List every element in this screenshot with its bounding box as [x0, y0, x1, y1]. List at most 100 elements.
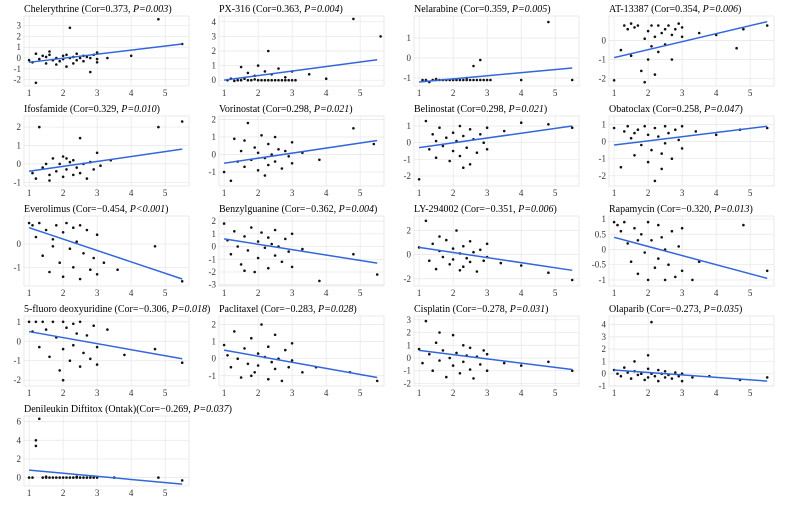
data-point — [677, 22, 680, 25]
data-point — [239, 149, 243, 153]
plot-area — [413, 115, 580, 187]
panel-title: Nelarabine (Cor=0.359, P=0.005) — [414, 4, 551, 15]
data-point — [643, 124, 646, 128]
data-point — [222, 343, 226, 347]
data-point — [619, 374, 623, 378]
data-point — [256, 151, 260, 155]
x-tick-label: 4 — [714, 388, 719, 398]
data-point — [123, 353, 126, 357]
data-point — [61, 320, 65, 324]
scatter-panel: Everolimus (Cor=−0.454, P<0.001) 1 2 3 4 5 -1 0 — [14, 204, 190, 298]
data-point — [643, 378, 646, 382]
data-point — [31, 224, 34, 227]
panel-title-part: Belinostat (Cor=0.298, — [414, 104, 509, 115]
data-point — [660, 167, 663, 171]
data-point — [650, 148, 653, 152]
data-point — [455, 229, 458, 232]
data-point — [222, 222, 226, 225]
data-point — [51, 245, 55, 248]
y-tick-label: 1 — [602, 356, 607, 366]
data-point — [714, 133, 718, 137]
scatter-panel: Denileukin Diftitox (Ontak)(Cor=−0.269, … — [17, 404, 233, 498]
data-point — [660, 31, 663, 35]
plot-area — [413, 315, 580, 387]
data-point — [102, 261, 106, 265]
x-tick-label: 5 — [553, 188, 558, 198]
panel-title-part: ) — [750, 204, 753, 215]
data-point — [263, 174, 267, 177]
data-point — [677, 374, 680, 378]
plot-area — [608, 115, 775, 187]
data-point — [153, 245, 157, 248]
x-tick-label: 1 — [27, 188, 32, 198]
data-point — [616, 372, 619, 376]
trend-line — [613, 236, 768, 280]
data-point — [458, 78, 462, 82]
data-point — [277, 148, 280, 151]
data-point — [462, 265, 465, 269]
data-point — [519, 264, 523, 267]
data-point — [657, 257, 660, 260]
data-point — [458, 124, 462, 128]
x-tick-label: 2 — [646, 288, 651, 298]
x-tick-label: 3 — [290, 288, 295, 298]
data-point — [233, 330, 236, 333]
data-point — [445, 136, 448, 139]
y-tick-label: 0 — [212, 354, 217, 364]
data-point — [180, 280, 184, 283]
data-point — [253, 146, 256, 149]
data-point — [61, 175, 65, 179]
data-point — [441, 255, 445, 259]
data-point — [95, 51, 99, 54]
data-point — [670, 229, 674, 233]
data-point — [95, 57, 99, 61]
panel-title-part: Obatoclax (Cor=0.258, — [609, 104, 704, 115]
x-tick-label: 3 — [95, 388, 100, 398]
x-tick-label: 3 — [680, 188, 685, 198]
data-point — [273, 254, 277, 257]
x-tick-label: 1 — [222, 388, 227, 398]
data-point — [434, 139, 438, 143]
data-point — [44, 328, 48, 331]
data-point — [301, 247, 304, 251]
y-tick-label: 0 — [407, 53, 412, 63]
data-point — [72, 226, 75, 229]
data-point — [547, 20, 550, 24]
plot-area — [608, 315, 775, 387]
data-point — [106, 56, 109, 60]
data-point — [663, 27, 667, 31]
x-tick-label: 1 — [27, 288, 32, 298]
data-point — [246, 71, 250, 75]
data-point — [61, 347, 65, 351]
data-point — [290, 265, 294, 269]
panel-title-part: P=0.013 — [713, 204, 749, 215]
data-point — [633, 360, 636, 363]
data-point — [462, 360, 465, 364]
panel-title-part: P=0.037 — [192, 404, 229, 415]
data-point — [243, 269, 246, 273]
data-point — [318, 279, 321, 283]
data-point — [92, 476, 95, 479]
y-tick-label: 4 — [212, 17, 217, 27]
y-tick-label: -1 — [404, 366, 412, 376]
data-point — [239, 78, 243, 82]
y-tick-label: -1 — [599, 275, 607, 285]
y-tick-label: -1 — [599, 154, 607, 164]
data-point — [267, 163, 270, 167]
data-point — [253, 78, 256, 81]
data-point — [375, 379, 379, 383]
scatter-panel: Vorinostat (Cor=0.298, P=0.021) 1 2 3 4 5 -1 0 1… — [209, 104, 385, 198]
data-point — [58, 369, 61, 372]
x-tick-label: 5 — [748, 188, 753, 198]
x-tick-label: 1 — [612, 288, 617, 298]
y-tick-label: 3 — [17, 21, 22, 31]
data-point — [239, 65, 243, 69]
data-point — [324, 77, 328, 80]
data-point — [646, 354, 650, 357]
panel-title-part: ) — [738, 4, 741, 15]
data-point — [38, 57, 41, 61]
x-tick-label: 4 — [129, 488, 134, 498]
data-point — [267, 345, 270, 349]
data-point — [273, 135, 277, 139]
trend-line — [224, 59, 378, 81]
